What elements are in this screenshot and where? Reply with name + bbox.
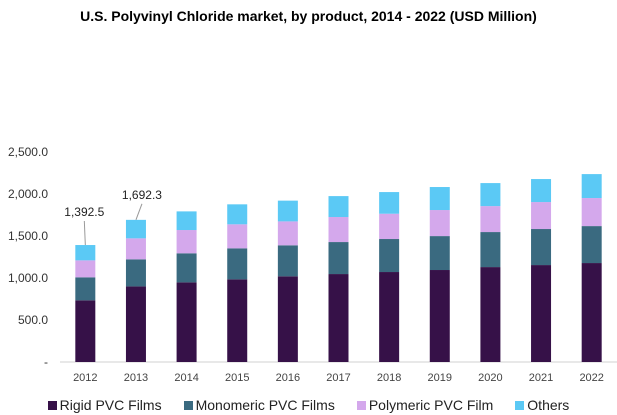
bar-segment [531, 229, 552, 266]
data-label: 1,692.3 [122, 188, 162, 202]
y-tick-label: 500.0 [18, 313, 48, 327]
bar-segment [125, 238, 146, 260]
bar-segment [429, 210, 450, 237]
bar-segment [277, 200, 298, 222]
bar-segment [429, 187, 450, 211]
bar-segment [328, 274, 349, 362]
legend-label: Rigid PVC Films [59, 397, 162, 413]
legend-swatch [356, 400, 366, 410]
bar-segment [379, 239, 400, 273]
y-tick-label: 1,000.0 [8, 271, 48, 285]
bar-segment [227, 279, 248, 362]
legend-item: Others [515, 397, 569, 413]
bar-segment [75, 300, 96, 362]
bar-segment [75, 260, 96, 278]
data-label: 1,392.5 [64, 205, 104, 219]
bar-segment [379, 192, 400, 214]
bar-segment [328, 242, 349, 275]
bar-segment [176, 211, 197, 231]
x-tick-label: 2016 [276, 372, 300, 384]
chart-title: U.S. Polyvinyl Chloride market, by produ… [80, 8, 537, 24]
x-tick-label: 2013 [124, 372, 148, 384]
bar-segment [429, 236, 450, 271]
x-tick-label: 2021 [529, 372, 553, 384]
bar-segment [581, 263, 602, 362]
data-label-leader [83, 221, 86, 246]
legend-label: Monomeric PVC Films [195, 397, 335, 413]
bar-segment [227, 224, 248, 249]
y-tick-label: 1,500.0 [8, 229, 48, 243]
bar-segment [379, 213, 400, 240]
legend-item: Polymeric PVC Film [356, 397, 494, 413]
bar-segment [125, 259, 146, 287]
bar-segment [379, 272, 400, 362]
y-tick-label: 2,000.0 [8, 187, 48, 201]
x-tick-label: 2018 [377, 372, 401, 384]
x-tick-label: 2012 [73, 372, 97, 384]
bar-segment [429, 270, 450, 362]
x-tick-label: 2017 [326, 372, 350, 384]
legend-label: Polymeric PVC Film [368, 397, 494, 413]
bar-segment [531, 202, 552, 230]
bar-segment [277, 276, 298, 362]
bar-segment [176, 282, 197, 362]
bar-segment [581, 198, 602, 227]
legend-label: Others [527, 397, 570, 413]
bar-segment [328, 196, 349, 218]
y-tick-label: - [44, 355, 48, 369]
bar-segment [581, 174, 602, 199]
bar-segment [125, 219, 146, 239]
bar-segment [277, 221, 298, 246]
x-tick-label: 2022 [579, 372, 603, 384]
bar-segment [176, 253, 197, 283]
bar-segment [480, 183, 501, 207]
bar-segment [277, 245, 298, 277]
bar-segment [227, 248, 248, 280]
legend-swatch [183, 400, 193, 410]
bar-segment [176, 230, 197, 254]
bar-segment [531, 179, 552, 203]
x-tick-label: 2015 [225, 372, 249, 384]
x-tick-label: 2014 [174, 372, 198, 384]
bar-segment [531, 265, 552, 362]
x-tick-label: 2020 [478, 372, 502, 384]
bar-segment [480, 267, 501, 362]
bar-segment [480, 206, 501, 233]
x-tick-label: 2019 [428, 372, 452, 384]
legend: Rigid PVC Films Monomeric PVC Films Polyme… [0, 397, 617, 413]
legend-item: Monomeric PVC Films [183, 397, 335, 413]
bar-segment [75, 277, 96, 301]
bar-segment [75, 245, 96, 261]
data-label-leader [135, 203, 143, 221]
legend-swatch [515, 400, 525, 410]
bar-segment [328, 217, 349, 243]
bar-segment [581, 226, 602, 264]
y-tick-label: 2,500.0 [8, 145, 48, 159]
legend-swatch [47, 400, 57, 410]
bar-segment [480, 232, 501, 268]
bar-segment [227, 204, 248, 225]
legend-item: Rigid PVC Films [47, 397, 162, 413]
bar-segment [125, 286, 146, 362]
